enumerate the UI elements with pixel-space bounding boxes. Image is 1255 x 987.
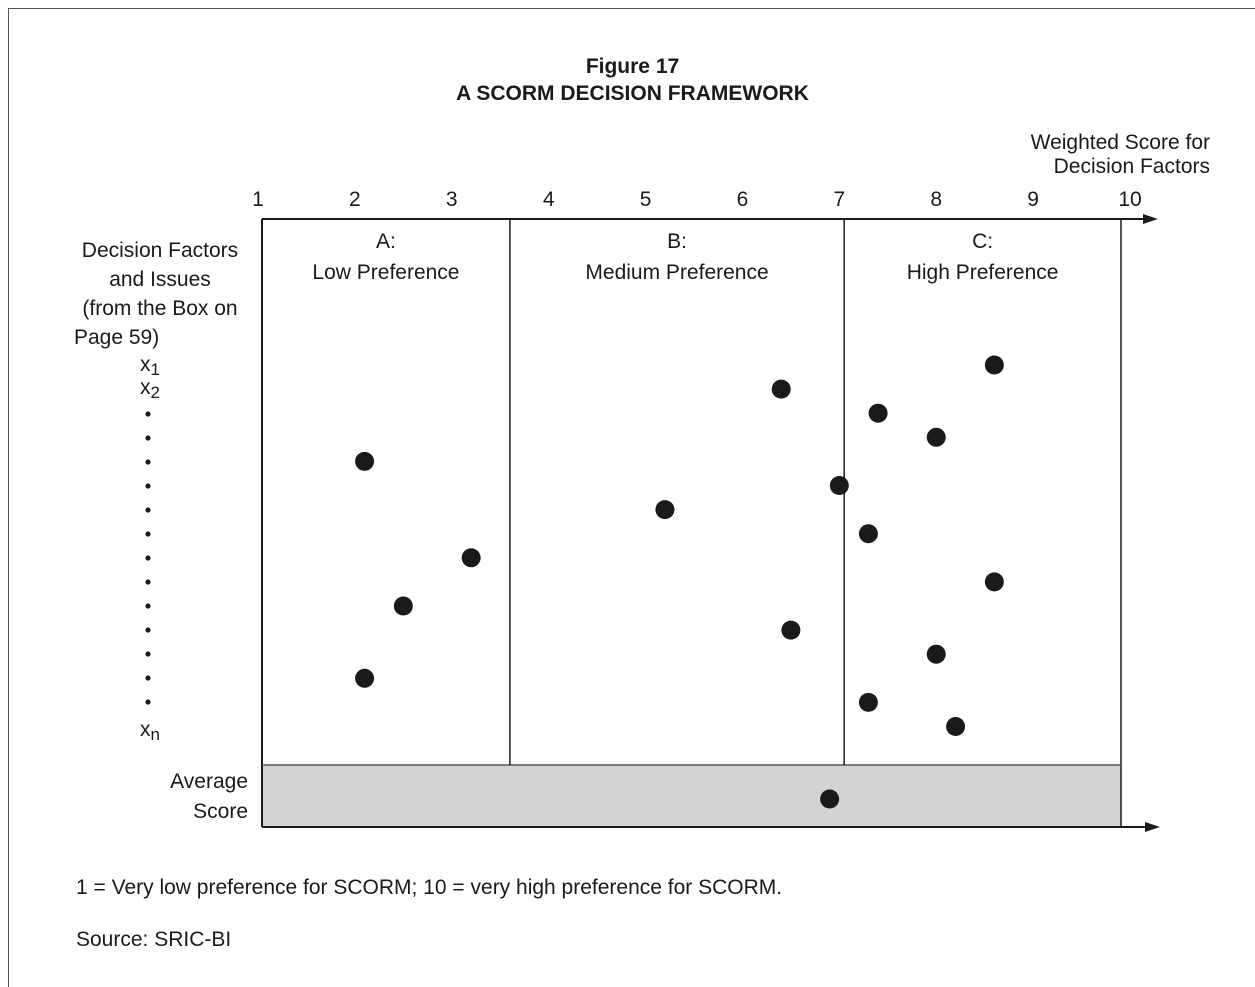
source-note: Source: SRIC-BI: [76, 928, 232, 951]
row-ellipsis-dot: [145, 531, 151, 537]
factor-point: [771, 379, 791, 399]
average-score-label: Average Score: [150, 767, 248, 827]
row-ellipsis-dot: [145, 555, 151, 561]
row-ellipsis-dot: [145, 435, 151, 441]
x-tick-label: 4: [543, 188, 555, 211]
factor-point: [355, 451, 375, 471]
region-letter: B:: [667, 230, 687, 253]
region-letter: A:: [376, 230, 396, 253]
factor-point: [655, 500, 675, 520]
row-ellipsis-dot: [145, 579, 151, 585]
row-ellipsis-dot: [145, 603, 151, 609]
x-axis-bottom-arrow: [1145, 822, 1160, 832]
y-axis-label-line: and Issues: [109, 268, 211, 291]
figure-frame: [8, 8, 1255, 987]
factor-point: [868, 403, 888, 423]
y-axis-label-line: Page 59): [74, 326, 160, 349]
factor-point: [858, 524, 878, 544]
footnote: 1 = Very low preference for SCORM; 10 = …: [76, 876, 783, 899]
chart-title: Figure 17: [585, 55, 680, 78]
row-ellipsis-dot: [145, 411, 151, 417]
chart-subtitle: A SCORM DECISION FRAMEWORK: [456, 82, 809, 105]
x-tick-label: 3: [446, 188, 458, 211]
region-letter: C:: [972, 230, 993, 253]
x-tick-label: 6: [737, 188, 749, 211]
average-score-band: [262, 765, 1121, 827]
factor-point: [984, 572, 1004, 592]
x-axis-label-line: Decision Factors: [1053, 155, 1210, 178]
factor-point: [926, 427, 946, 447]
average-score-label-line: Score: [193, 800, 248, 823]
row-ellipsis-dot: [145, 507, 151, 513]
row-ellipsis-dot: [145, 675, 151, 681]
x-axis-label: Weighted Score for Decision Factors: [900, 131, 1210, 179]
factor-point: [858, 692, 878, 712]
y-axis-label: Decision Factors and Issues (from the Box …: [60, 236, 260, 352]
average-score-label-line: Average: [170, 770, 248, 793]
factor-point: [781, 620, 801, 640]
y-axis-label-line: Decision Factors: [81, 239, 239, 262]
x-axis-label-line: Weighted Score for: [1030, 131, 1210, 154]
y-label-second: x2: [140, 376, 160, 402]
factor-point: [355, 668, 375, 688]
x-tick-label: 5: [640, 188, 652, 211]
region-label: High Preference: [907, 261, 1059, 284]
row-ellipsis-dot: [145, 651, 151, 657]
factor-point: [946, 717, 966, 736]
row-ellipsis-dot: [145, 699, 151, 705]
factor-point: [461, 548, 481, 568]
average-score-point: [820, 789, 840, 809]
region-label: Low Preference: [312, 261, 459, 284]
x-tick-label: 8: [930, 188, 942, 211]
x-axis-top-arrow: [1143, 214, 1158, 224]
x-tick-label: 7: [833, 188, 845, 211]
row-ellipsis-dot: [145, 459, 151, 465]
x-tick-label: 10: [1118, 188, 1141, 211]
factor-point: [926, 644, 946, 664]
factor-point: [984, 355, 1004, 375]
factor-point: [393, 596, 413, 616]
region-label: Medium Preference: [585, 261, 768, 284]
y-label-first: x1: [140, 353, 160, 379]
x-tick-label: 2: [349, 188, 361, 211]
row-ellipsis-dot: [145, 483, 151, 489]
y-axis-label-line: (from the Box on: [82, 297, 238, 320]
row-ellipsis-dot: [145, 627, 151, 633]
y-label-last: xn: [140, 718, 160, 744]
x-tick-label: 9: [1027, 188, 1039, 211]
x-tick-label: 1: [252, 188, 264, 211]
factor-point: [829, 476, 849, 495]
